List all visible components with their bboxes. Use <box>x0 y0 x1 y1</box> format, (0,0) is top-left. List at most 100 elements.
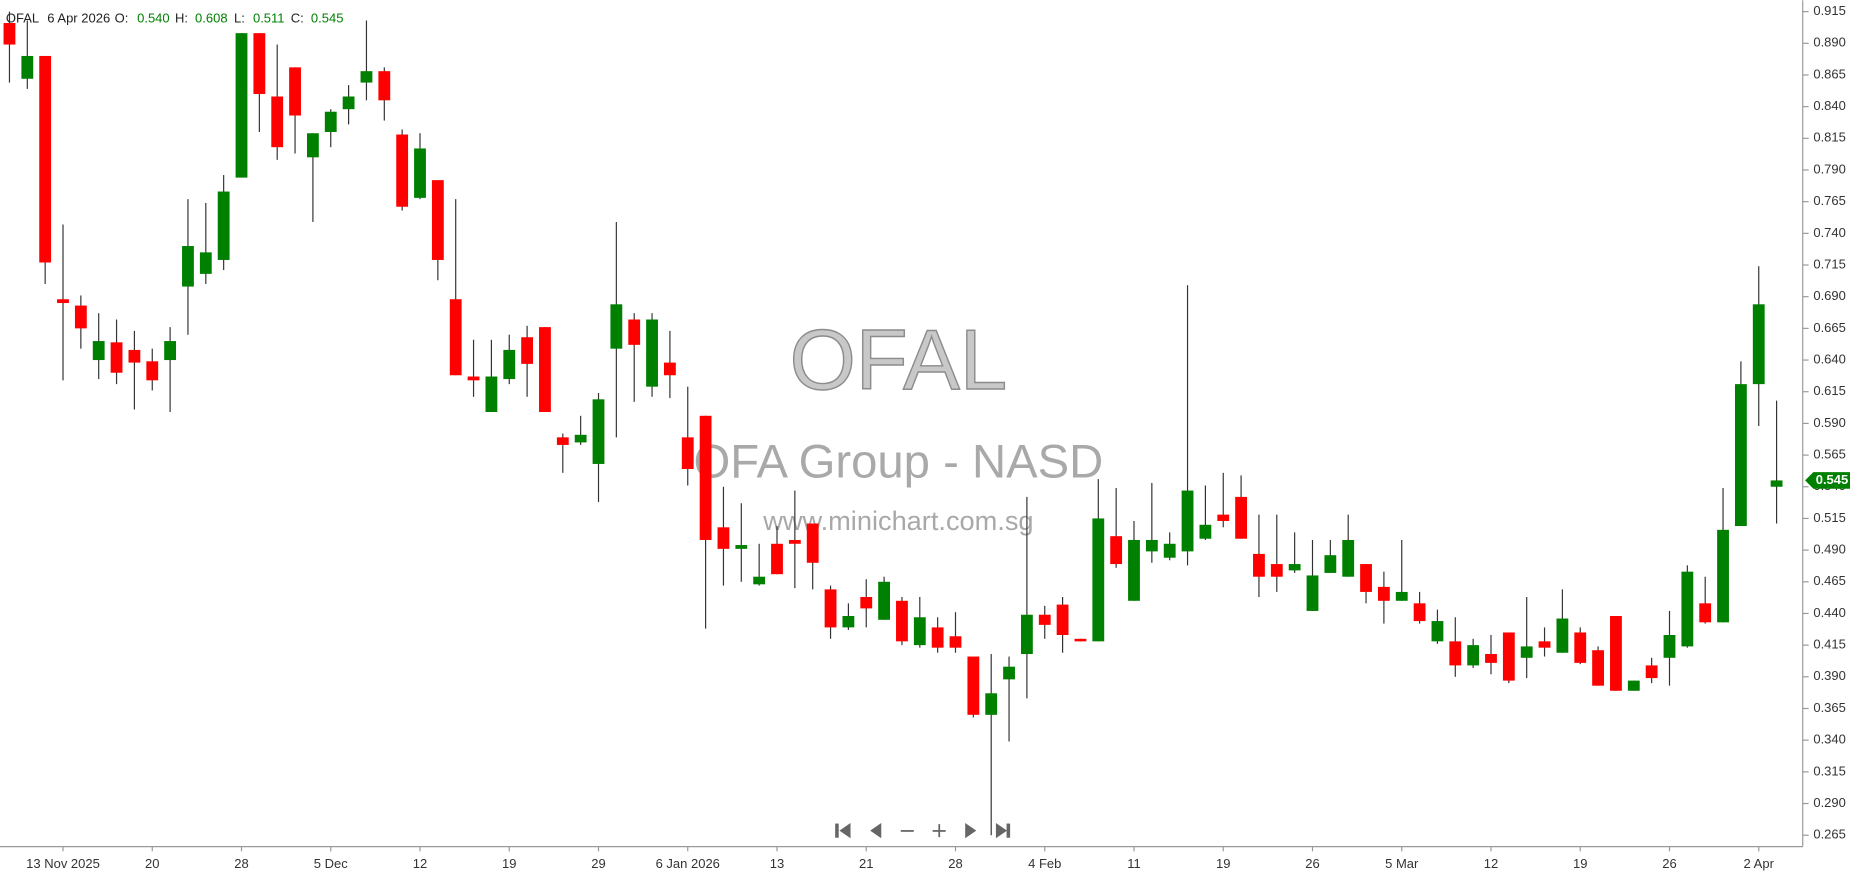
candle-body <box>574 434 587 443</box>
candle-body <box>896 600 908 642</box>
candle-body <box>217 191 230 260</box>
candle-body <box>1074 638 1087 642</box>
candle-body <box>306 133 319 158</box>
candle-body <box>1574 632 1587 663</box>
header-key: H: <box>175 11 188 26</box>
candle-body <box>1110 536 1123 565</box>
price-tag <box>1805 472 1850 489</box>
candle-body <box>1253 553 1265 577</box>
candle-body <box>753 576 766 585</box>
nav-prev[interactable] <box>870 823 882 839</box>
candle-body <box>806 523 819 563</box>
y-tick-label: 0.315 <box>1813 763 1846 778</box>
y-tick-label: 0.615 <box>1813 383 1846 398</box>
candle-body <box>1538 641 1551 648</box>
candle-body <box>539 327 551 413</box>
y-tick-label: 0.840 <box>1813 98 1846 113</box>
candle-body <box>289 67 301 116</box>
header-value: 0.545 <box>311 11 344 26</box>
candle-body <box>414 148 426 198</box>
nav-last[interactable] <box>995 823 1011 839</box>
candle-body <box>1181 490 1194 552</box>
candle-body <box>878 581 891 620</box>
candle-body <box>824 589 837 628</box>
candle-body <box>788 539 801 544</box>
candle-body <box>1520 646 1533 658</box>
candle-body <box>1003 666 1015 680</box>
candle-body <box>985 693 998 715</box>
candle-body <box>74 305 87 329</box>
candle-body <box>396 134 409 207</box>
candle-body <box>1734 384 1747 527</box>
candle-body <box>39 55 52 263</box>
candle-body <box>1592 650 1605 686</box>
candle-body <box>681 437 694 470</box>
candle-body <box>1449 641 1462 666</box>
candle-body <box>1288 564 1301 571</box>
candle-body <box>1092 518 1105 642</box>
nav-next[interactable] <box>965 823 977 839</box>
candle-body <box>235 33 248 178</box>
y-tick-label: 0.815 <box>1813 130 1846 145</box>
y-tick-label: 0.740 <box>1813 225 1846 240</box>
y-tick-label: 0.865 <box>1813 66 1846 81</box>
candle-body <box>1663 635 1676 658</box>
candle-body <box>913 617 926 646</box>
y-tick-label: 0.790 <box>1813 161 1846 176</box>
candle-body <box>556 437 569 445</box>
y-tick-label: 0.440 <box>1813 605 1846 620</box>
candle-body <box>1306 575 1319 611</box>
y-tick-label: 0.565 <box>1813 447 1846 462</box>
candle-body <box>182 246 194 287</box>
candle-body <box>1217 514 1230 521</box>
y-tick-label: 0.515 <box>1813 510 1846 525</box>
header-value: 0.511 <box>253 11 285 26</box>
candle-body <box>467 376 480 381</box>
candle-body <box>1395 591 1408 601</box>
candle-body <box>663 362 676 376</box>
plot <box>3 11 1783 836</box>
candle-body <box>1342 539 1355 577</box>
x-tick-label: 29 <box>591 856 605 871</box>
nav-zoom-out[interactable] <box>900 830 914 832</box>
header-symbol: OFAL <box>6 11 39 26</box>
x-tick-label: 20 <box>145 856 159 871</box>
price-tag-label: 0.545 <box>1816 472 1849 487</box>
candle-body <box>128 349 141 363</box>
y-tick-label: 0.690 <box>1813 288 1846 303</box>
candle-body <box>1627 680 1640 691</box>
x-tick-label: 19 <box>502 856 516 871</box>
candle-body <box>628 319 641 345</box>
nav-first[interactable] <box>835 823 851 839</box>
candle-body <box>1163 543 1176 558</box>
x-tick-label: 19 <box>1573 856 1587 871</box>
candle-body <box>967 656 980 715</box>
candle-body <box>771 543 783 575</box>
candle-body <box>592 399 605 464</box>
nav-zoom-in[interactable] <box>932 824 946 838</box>
watermark-site: www.minichart.com.sg <box>762 505 1033 536</box>
candle-body <box>1020 614 1033 655</box>
x-tick-label: 4 Feb <box>1028 856 1061 871</box>
candle-body <box>360 71 373 83</box>
header-key: O: <box>115 11 129 26</box>
header: OFAL 6 Apr 2026 O: 0.540 H: 0.608 L: 0.5… <box>6 11 344 26</box>
watermark-symbol: OFAL <box>790 313 1008 408</box>
candle-body <box>3 23 16 45</box>
candle-body <box>110 342 123 373</box>
y-tick-label: 0.465 <box>1813 573 1846 588</box>
x-tick-label: 2 Apr <box>1744 856 1775 871</box>
candle-body <box>1752 304 1765 385</box>
candle-body <box>378 71 391 101</box>
candle-body <box>949 636 962 648</box>
y-tick-label: 0.265 <box>1813 827 1846 842</box>
candle-body <box>646 319 658 387</box>
candle-body <box>92 341 105 361</box>
y-tick-label: 0.765 <box>1813 193 1846 208</box>
candle-body <box>199 252 212 274</box>
candle-body <box>1431 621 1444 642</box>
header-key: L: <box>234 11 245 26</box>
candle-body <box>503 349 516 380</box>
candle-body <box>485 376 498 413</box>
